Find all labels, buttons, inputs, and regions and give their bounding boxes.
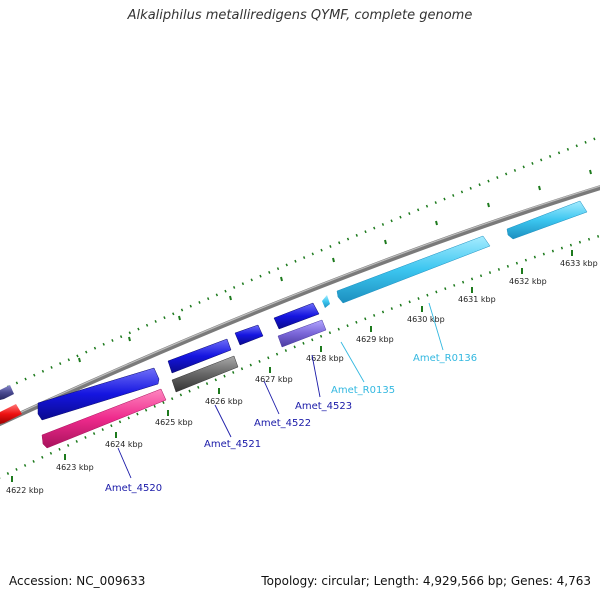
label-leader-lines	[117, 302, 444, 479]
kbp-label: 4628 kbp	[306, 354, 344, 363]
genome-title: Alkaliphilus metalliredigens QYMF, compl…	[127, 8, 473, 23]
kbp-label: 4627 kbp	[255, 375, 293, 384]
gene-feature-Amet_4522[interactable]	[234, 324, 264, 346]
gene-label-Amet_R0136[interactable]: Amet_R0136	[413, 353, 477, 364]
leader-Amet_4522	[263, 380, 280, 415]
gene-label-Amet_4522[interactable]: Amet_4522	[254, 418, 311, 429]
kbp-label: 4629 kbp	[356, 335, 394, 344]
leader-Amet_4521	[214, 404, 232, 438]
genome-backbone	[0, 185, 600, 427]
genome-backbone-highlight	[0, 185, 600, 423]
leader-Amet_4523	[311, 354, 321, 398]
rna-feature-cyan-2[interactable]	[506, 200, 588, 240]
kbp-labels: 4622 kbp 4623 kbp 4624 kbp 4625 kbp 4626…	[6, 259, 598, 495]
leader-Amet_4520	[117, 447, 132, 479]
genome-summary-text: Topology: circular; Length: 4,929,566 bp…	[261, 574, 591, 588]
accession-text: Accession: NC_009633	[9, 574, 146, 588]
leader-Amet_R0136	[428, 302, 444, 351]
kbp-label: 4623 kbp	[56, 463, 94, 472]
kbp-label: 4625 kbp	[155, 418, 193, 427]
gene-label-Amet_4520[interactable]: Amet_4520	[105, 483, 162, 494]
gene-label-Amet_4521[interactable]: Amet_4521	[204, 439, 261, 450]
rna-feature-Amet_R0136[interactable]	[336, 235, 491, 304]
kbp-label: 4624 kbp	[105, 440, 143, 449]
forward-strand-features	[0, 200, 588, 421]
rna-feature-Amet_R0135[interactable]	[322, 295, 330, 308]
kbp-label: 4622 kbp	[6, 486, 44, 495]
inner-major-ticks	[11, 250, 573, 482]
outer-tick-ruler	[0, 135, 600, 392]
gene-feature-purple[interactable]	[277, 319, 327, 348]
gene-feature-Amet_4520[interactable]	[37, 367, 160, 421]
gene-feature-navy[interactable]	[0, 385, 14, 400]
inner-tick-ruler	[0, 234, 600, 479]
gene-feature-red[interactable]	[0, 404, 22, 424]
gene-feature-Amet_4523[interactable]	[273, 302, 320, 330]
kbp-label: 4632 kbp	[509, 277, 547, 286]
gene-feature-pink[interactable]	[41, 388, 167, 449]
kbp-label: 4633 kbp	[560, 259, 598, 268]
gene-feature-gray[interactable]	[171, 355, 239, 393]
leader-Amet_R0135	[340, 341, 365, 383]
gene-label-Amet_R0135[interactable]: Amet_R0135	[331, 385, 395, 396]
gene-label-Amet_4523[interactable]: Amet_4523	[295, 401, 352, 412]
reverse-strand-features	[0, 319, 327, 449]
gene-labels: Amet_4520 Amet_4521 Amet_4522 Amet_4523 …	[105, 353, 477, 494]
gene-feature-Amet_4521[interactable]	[167, 338, 232, 374]
outer-major-ticks	[78, 169, 592, 363]
kbp-label: 4630 kbp	[407, 315, 445, 324]
kbp-label: 4631 kbp	[458, 295, 496, 304]
kbp-label: 4626 kbp	[205, 397, 243, 406]
